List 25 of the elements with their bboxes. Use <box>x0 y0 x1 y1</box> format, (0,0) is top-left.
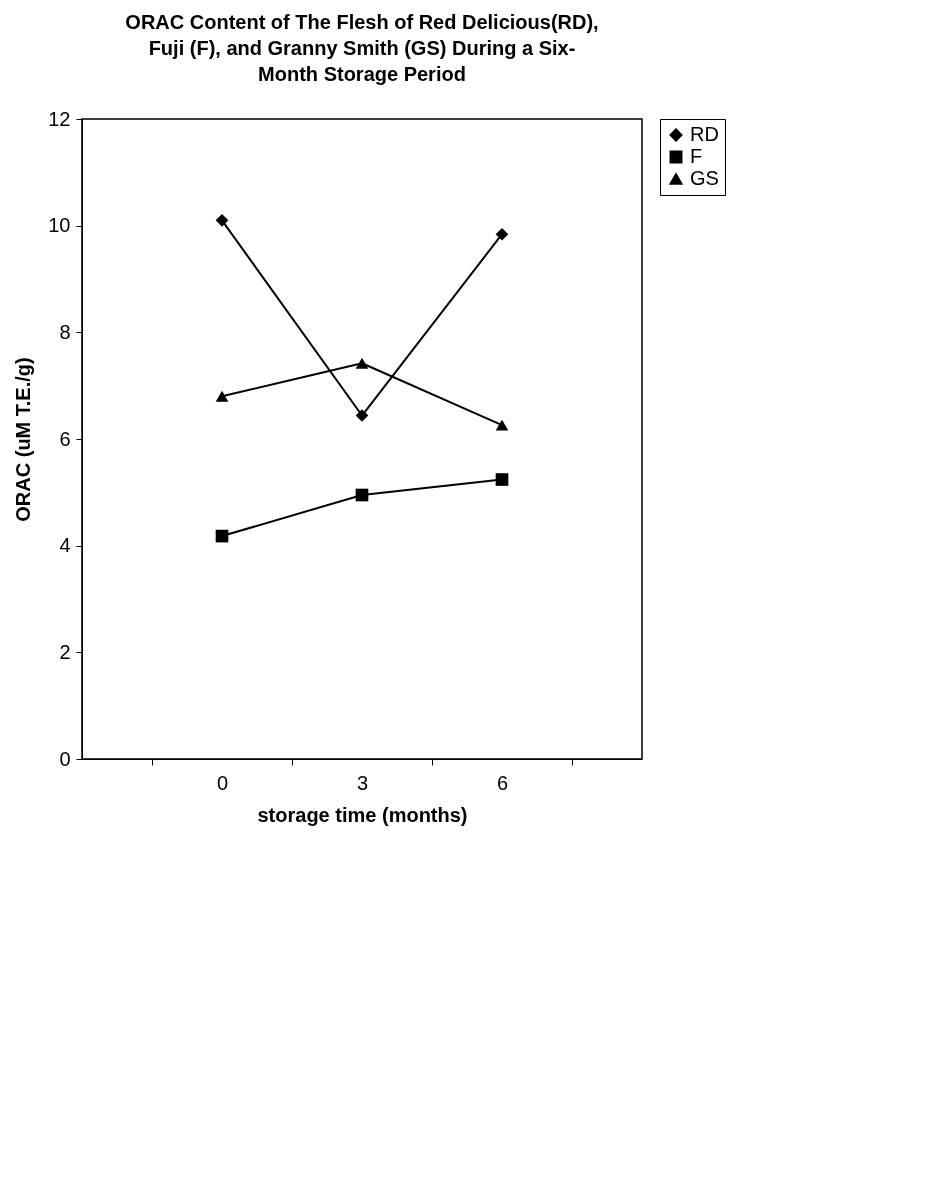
point <box>355 409 369 422</box>
legend-label: RD <box>690 123 719 145</box>
point <box>495 227 509 241</box>
x-tick-label: 6 <box>496 771 509 794</box>
y-tick-label: 10 <box>48 214 71 237</box>
point <box>355 488 369 502</box>
y-tick-label: 8 <box>59 320 71 343</box>
point <box>215 390 229 402</box>
y-tick-label: 4 <box>59 534 71 557</box>
y-tick-label: 2 <box>59 640 71 663</box>
point <box>215 214 229 227</box>
y-tick-label: 12 <box>48 107 71 130</box>
point <box>495 473 509 486</box>
x-tick-label: 0 <box>216 771 229 794</box>
point <box>355 357 369 369</box>
legend-label: GS <box>690 167 719 189</box>
point <box>495 419 509 431</box>
point <box>215 529 229 543</box>
chart-title: ORAC Content of The Flesh of Red Delicious(RD), Fuji (F), and Granny Smith (GS) During a Six- Month Storage Period <box>125 11 599 85</box>
x-axis-title: storage time (months) <box>257 803 468 826</box>
x-tick-label: 3 <box>356 771 369 794</box>
y-tick-label: 6 <box>59 427 71 450</box>
y-tick-label: 0 <box>59 747 71 770</box>
y-axis-title: ORAC (uM T.E./g) <box>12 357 35 522</box>
legend-label: F <box>690 145 703 167</box>
